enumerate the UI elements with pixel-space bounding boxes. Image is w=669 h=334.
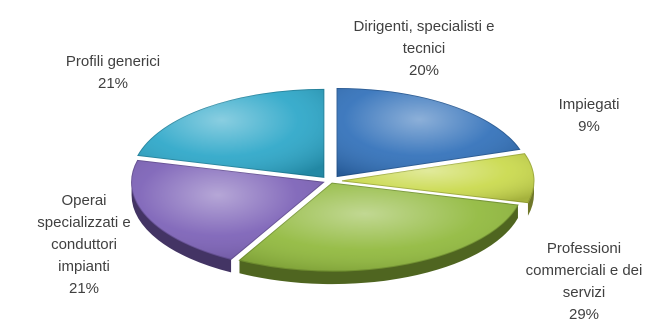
pie-slice-side-1 bbox=[527, 180, 534, 216]
pie-slice-gloss-4 bbox=[137, 89, 324, 178]
pie-slice-side-2 bbox=[239, 204, 518, 285]
slice-percent-label: 21% bbox=[69, 280, 99, 297]
slice-label-line: tecnici bbox=[403, 40, 446, 57]
slice-label-4: Profili generici 21% bbox=[66, 53, 160, 92]
slice-label-line: servizi bbox=[563, 284, 606, 301]
pie-slice-side-3 bbox=[131, 182, 232, 273]
slice-label-0: Dirigenti, specialisti e tecnici 20% bbox=[354, 18, 495, 79]
slice-label-line: impianti bbox=[58, 258, 110, 275]
slice-label-2: Professioni commerciali e dei servizi 29% bbox=[526, 240, 643, 323]
slice-label-line: Impiegati bbox=[559, 96, 620, 113]
pie-slice-gloss-2 bbox=[239, 183, 518, 272]
slice-label-line: Operai bbox=[61, 192, 106, 209]
slice-label-line: specializzati e bbox=[37, 214, 130, 231]
slice-label-line: conduttori bbox=[51, 236, 117, 253]
slice-percent-label: 9% bbox=[578, 118, 600, 135]
slice-percent-label: 29% bbox=[569, 306, 599, 323]
slice-label-line: commerciali e dei bbox=[526, 262, 643, 279]
slice-percent-label: 21% bbox=[98, 75, 128, 92]
slice-label-line: Profili generici bbox=[66, 53, 160, 70]
pie-slices bbox=[131, 88, 535, 285]
slice-label-line: Dirigenti, specialisti e bbox=[354, 18, 495, 35]
slice-percent-label: 20% bbox=[409, 62, 439, 79]
pie-slice-gloss-0 bbox=[337, 88, 520, 177]
pie-slice-gloss-3 bbox=[131, 160, 324, 260]
pie-slice-gloss-1 bbox=[341, 153, 534, 203]
slice-label-1: Impiegati 9% bbox=[559, 96, 620, 135]
slice-label-3: Operai specializzati e conduttori impianti 2… bbox=[37, 192, 130, 297]
slice-label-line: Professioni bbox=[547, 240, 621, 257]
pie-labels: Dirigenti, specialisti e tecnici 20% Impieg… bbox=[37, 18, 642, 323]
